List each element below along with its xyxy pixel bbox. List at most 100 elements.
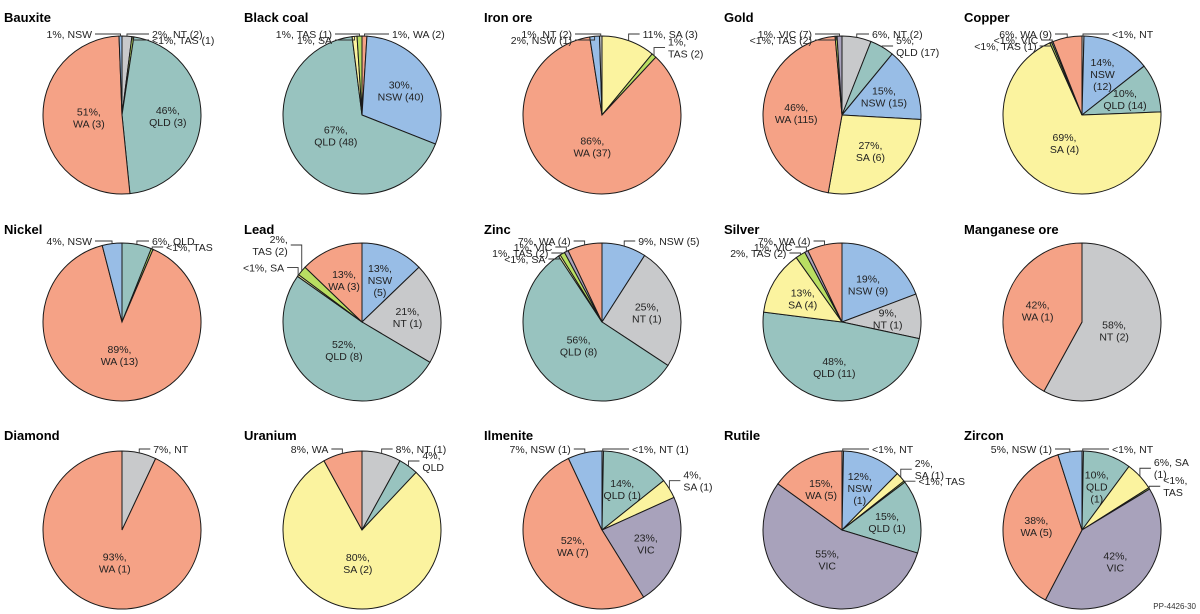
slice-label-qld: 46%, QLD (3) [149,105,186,129]
leader-line [1148,485,1161,489]
chart-title: Black coal [244,10,308,25]
chart-title: Manganese ore [964,222,1059,237]
slice-label-wa: 38%, WA (5) [1021,515,1053,539]
slice-wa [777,450,843,531]
leader-line [381,448,393,454]
slice-label-nsw: 1%, NSW [46,29,92,41]
slice-label-qld: 6%, QLD [152,236,195,248]
slice-label-tas: <1%, TAS [1163,475,1187,499]
slice-label-wa: 51%, WA (3) [73,106,105,130]
slice-label-nsw: 13%, NSW (5) [368,263,393,299]
slice-label-nt: <1%, NT [872,444,914,456]
slice-wa [1052,35,1083,116]
slice-vic [762,483,919,610]
pie-lead: Lead 13%, NSW (5)21%, NT (1) 52%, QLD (8) 13%, W… [243,222,442,402]
slice-label-nt: 6%, NT (2) [872,29,923,41]
slice-sa [763,256,844,323]
leader-line [151,246,164,249]
slice-qld [601,450,665,532]
slice-label-qld: 48%, QLD (11) [813,356,855,380]
slice-label-tas: 2%, TAS (2) [730,248,786,260]
slice-label-sa: <1%, SA [504,254,545,266]
slice-nsw [840,53,922,120]
leader-line [287,267,299,276]
pie-rutile: Rutile 12%, NSW (1) 15%, QLD (1) 55%, VIC 15%, WA… [724,428,965,610]
leader-line [900,468,912,478]
slice-label-nsw: 7%, NSW (1) [510,444,571,456]
slice-label-qld: 52%, QLD (8) [325,339,362,363]
slice-label-nt: 7%, NT [153,444,189,456]
slice-nsw [841,450,899,532]
chart-title: Rutile [724,428,760,443]
slice-label-vic: <1%, VIC [994,35,1039,47]
leader-line [1041,39,1053,42]
slice-label-nsw: 12%, NSW (1) [847,471,872,507]
leader-line [335,33,360,37]
slice-label-wa: 93%, WA (1) [99,551,131,575]
slice-nsw [1081,35,1145,117]
slice-label-tas: <1%, TAS (2) [750,35,812,47]
slice-qld [282,275,431,402]
leader-line [364,33,389,37]
slice-label-wa: 13%, WA (3) [328,269,360,293]
slice-label-qld: 67%, QLD (48) [314,124,357,148]
slice-label-tas: <1%, TAS (1) [974,41,1036,53]
slice-label-vic: 55%, VIC [815,549,839,573]
leader-line [132,36,149,41]
figure-code: PP-4426-30 [1153,602,1196,611]
leader-line [856,33,869,38]
chart-title: Copper [964,10,1010,25]
slice-qld [840,481,922,554]
slice-label-nsw: 14%, NSW (12) [1090,57,1115,93]
pie-iron-ore: Iron ore 86%, WA (37) 11%, SA (3)1%, TAS (2)… [484,10,703,195]
leader-line [813,240,825,245]
slice-nt [361,266,442,364]
slice-wa [567,242,603,323]
slice-label-sa: 69%, SA (4) [1050,132,1079,156]
slice-nsw [567,450,603,531]
slice-label-wa: 7%, WA (4) [758,236,811,248]
leader-line [575,36,596,41]
leader-line [555,246,567,252]
slice-label-sa: <1%, SA [243,263,284,275]
leader-line [623,240,636,247]
slice-wa [762,35,843,194]
chart-title: Zinc [484,222,511,237]
slice-label-nsw: 19%, NSW (9) [848,273,888,297]
leader-line [138,448,151,453]
slice-label-wa: 6%, WA (9) [999,29,1052,41]
slice-wa [42,244,202,402]
slice-label-tas: <1%, TAS [918,476,965,488]
chart-title: Gold [724,10,754,25]
slice-label-nsw: 4%, NSW [46,236,92,248]
slice-label-sa: 6%, SA (1) [1154,457,1189,481]
slice-wa [1002,242,1083,392]
slice-label-tas: <1%, TAS (1) [152,35,214,47]
slice-nsw [361,35,442,145]
chart-title: Diamond [4,428,60,443]
leader-line [668,480,681,489]
slice-wa [323,450,363,531]
slice-label-nt: 1%, NT (2) [521,29,572,41]
slice-label-wa: 86%, WA (37) [574,136,612,160]
slice-label-nsw: 15%, NSW (15) [861,86,907,110]
slice-qld [121,36,202,195]
slice-label-sa: 13%, SA (4) [788,287,817,311]
pie-zircon: Zircon 10%, QLD (1) 42%, VIC 38%, WA (5) <1%, NT… [964,428,1189,610]
slice-label-vic: 42%, VIC [1103,550,1127,574]
slice-label-sa: 80%, SA (2) [343,552,372,576]
slice-label-wa: 1%, WA (2) [392,29,445,41]
pie-manganese-ore: Manganese ore 58%, NT (2) 42%, WA (1) [964,222,1162,402]
leader-line [573,448,586,453]
slice-label-wa: 15%, WA (5) [805,478,837,502]
slice-vic [1044,488,1162,610]
pie-zinc: Zinc 25%, NT (1) 56%, QLD (8) 9%, NSW (5) 7%, … [484,222,699,402]
slice-label-sa: 11%, SA (3) [643,29,698,41]
leader-line [789,252,801,255]
slice-nt [1043,242,1162,402]
pie-silver: Silver 19%, NSW (9) 9%, NT (1) 48%, QLD (11) 13… [724,222,922,402]
leader-line [1055,448,1071,452]
leader-line [1082,33,1109,37]
chart-title: Uranium [244,428,297,443]
slice-nt [601,254,682,367]
